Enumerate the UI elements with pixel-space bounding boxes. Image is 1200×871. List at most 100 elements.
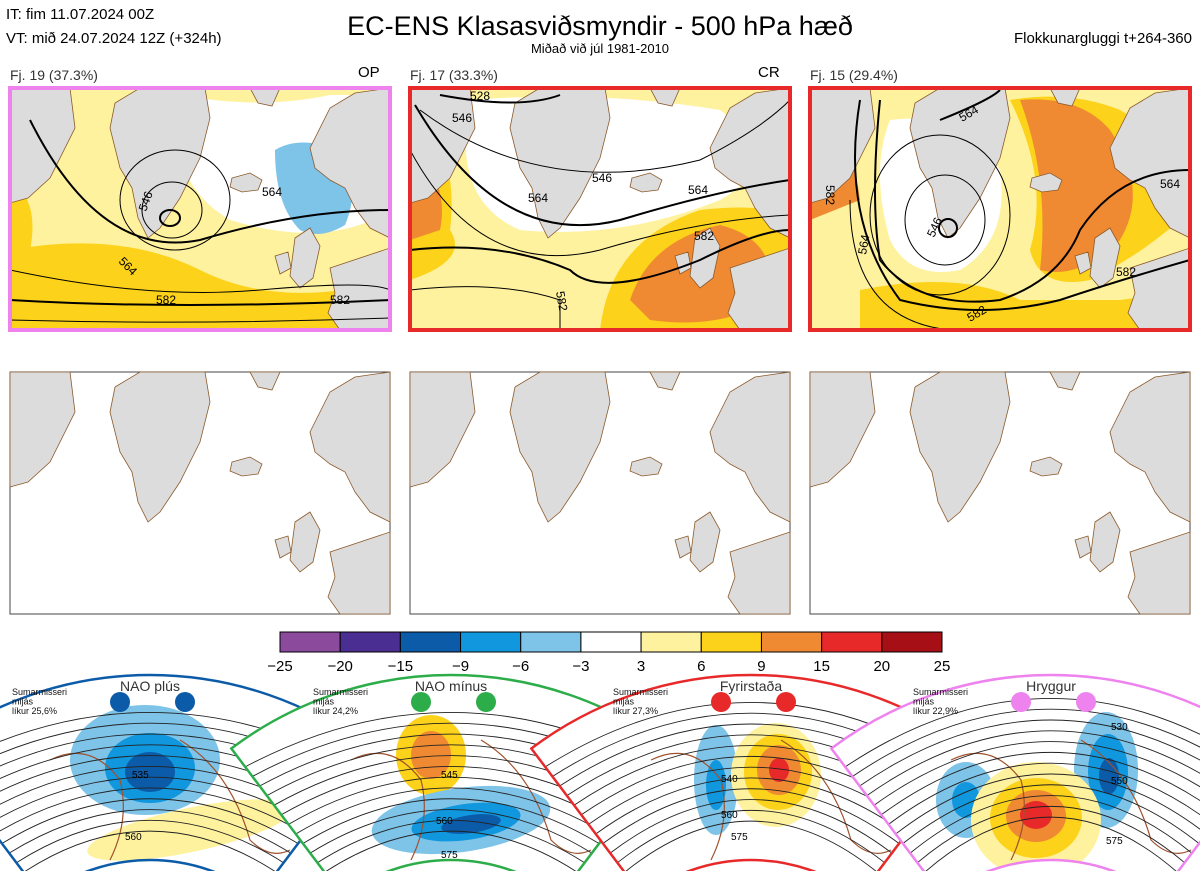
regime-contour-label: 575: [441, 850, 458, 861]
colorbar-swatch: [279, 631, 341, 653]
regime-coastline: [780, 739, 892, 854]
init-time: IT: fim 11.07.2024 00Z: [6, 6, 155, 23]
regime-contour: [0, 776, 313, 825]
regime-contour: [624, 820, 878, 871]
panel-3-map: [810, 88, 1190, 330]
regime-contour: [924, 816, 1178, 871]
panel-2-contour-label: 546: [452, 111, 472, 125]
colorbar: −25 −20 −15 −9 −6 −3 3 6 9 15 20 25: [267, 631, 951, 675]
regime-contour-label: 560: [436, 816, 453, 827]
colorbar-tick-label: −9: [452, 658, 469, 675]
regime-name: NAO plús: [120, 678, 180, 694]
regime-contour-label: 530: [1111, 722, 1128, 733]
regime-contour: [288, 776, 614, 825]
colorbar-swatch: [460, 631, 522, 653]
colorbar-swatch: [520, 631, 582, 653]
regime-contour: [617, 809, 885, 864]
regime-contour: [852, 708, 1200, 777]
regime-contour: [595, 777, 907, 835]
colorbar-tick-label: −15: [388, 658, 413, 675]
panel-2-tag: CR: [758, 64, 780, 81]
regime-contour-label: 540: [721, 774, 738, 785]
panel-1-contour-label: 582: [156, 293, 176, 307]
regime-contour-label: 545: [441, 770, 458, 781]
regime-marker-dot: [711, 692, 731, 712]
panel-3-east-strong-anomaly: [1020, 99, 1133, 272]
panel-2-map: [410, 88, 790, 330]
regime-contour: [1, 798, 299, 844]
regime-likelihood-text: líkur 25,6%: [12, 706, 57, 716]
regime-anomaly-blob: [125, 752, 175, 792]
regime-contour: [309, 809, 593, 854]
chart-title: EC-ENS Klasasviðsmyndir - 500 hPa hæð: [347, 11, 853, 41]
panel-1-positive-anomaly: [10, 243, 390, 330]
panel-1-contour-label: 546: [136, 189, 156, 213]
colorbar-swatch: [821, 631, 883, 653]
regime-marker-dot: [476, 692, 496, 712]
colorbar-tick-label: 15: [813, 658, 830, 675]
regime-contour: [881, 751, 1200, 816]
panel-1-tag: OP: [358, 64, 380, 81]
panel-2-border: [408, 86, 792, 332]
regime-marker-dot: [776, 692, 796, 712]
regime-likelihood-text: líkur 27,3%: [613, 706, 658, 716]
regime-coastline: [480, 739, 592, 854]
colorbar-swatch: [700, 631, 762, 653]
empty-map-3: [809, 371, 1191, 615]
colorbar-tick-label: 3: [637, 658, 645, 675]
regime-anomaly-blob: [441, 814, 501, 834]
regime-name: Hryggur: [1026, 678, 1076, 694]
regime-likelihood-text: Sumarmisseri: [913, 687, 968, 697]
colorbar-swatch: [580, 631, 642, 653]
panel-1-map: [10, 88, 390, 330]
regime-anomaly-blob: [706, 760, 726, 810]
regime-marker-dot: [1011, 692, 1031, 712]
colorbar-swatch: [881, 631, 943, 653]
panel-3-label: Fj. 15 (29.4%): [810, 67, 898, 83]
regime-likelihood-text: Sumarmisseri: [613, 687, 668, 697]
regime-border: [829, 673, 1200, 871]
regime-contour: [844, 697, 1200, 768]
colorbar-tick-label: −6: [512, 658, 529, 675]
regime-contour: [324, 830, 578, 871]
colorbar-tick-label: 9: [757, 658, 765, 675]
panel-2-contour-label: 546: [592, 171, 612, 185]
colorbar-tick-label: 20: [873, 658, 890, 675]
empty-map-1: [9, 371, 391, 615]
panel-3-contour-label: 564: [1160, 177, 1180, 191]
panel-1-contour-label: 582: [330, 293, 350, 307]
regime-contour: [0, 787, 306, 835]
regime-contour: [859, 719, 1200, 787]
panel-3-contour-label: 564: [855, 233, 872, 255]
panel-3-border: [808, 86, 1192, 332]
panel-3-contour-label: 582: [1116, 265, 1136, 279]
colorbar-swatch: [760, 631, 823, 653]
colorbar-tick-label: −25: [267, 658, 292, 675]
regime-contour-label: 560: [125, 832, 142, 843]
regime-contour: [909, 795, 1193, 854]
panel-2-contour-label: 582: [553, 290, 570, 312]
panel-2-contour-label: 564: [688, 183, 708, 197]
panel-2-contour-label: 564: [528, 191, 548, 205]
regime-contour: [16, 819, 284, 864]
regime-contour: [23, 830, 277, 871]
regime-likelihood-text: mijás: [313, 697, 335, 707]
regime-name: Fyrirstaða: [720, 678, 782, 694]
classification-window: Flokkunargluggi t+264-360: [1013, 30, 1192, 47]
regime-contour-label: 560: [721, 810, 738, 821]
colorbar-swatch: [339, 631, 401, 653]
regime-coastline: [179, 739, 291, 854]
empty-map-2: [409, 371, 791, 615]
colorbar-tick-label: 6: [697, 658, 705, 675]
colorbar-tick-label: −20: [327, 658, 352, 675]
regime-contour: [317, 819, 585, 864]
regime-contour: [609, 799, 893, 854]
colorbar-tick-label: −3: [572, 658, 589, 675]
regime-name: NAO mínus: [415, 678, 487, 694]
regime-likelihood-text: Sumarmisseri: [313, 687, 368, 697]
panel-1-contours: [10, 119, 390, 323]
colorbar-tick-label: 25: [934, 658, 951, 675]
panel-2-contour-label: 528: [470, 89, 490, 103]
